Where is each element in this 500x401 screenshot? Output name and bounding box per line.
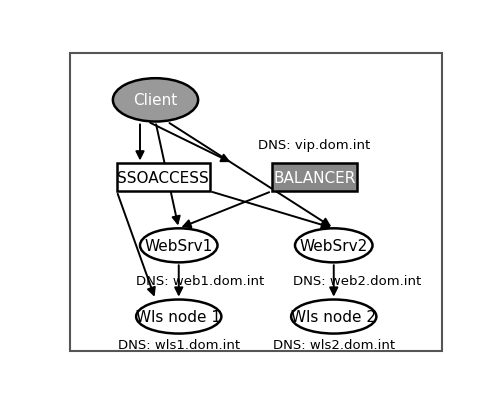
Text: WebSrv1: WebSrv1 <box>144 238 213 253</box>
FancyBboxPatch shape <box>272 164 357 192</box>
Text: DNS: web1.dom.int: DNS: web1.dom.int <box>136 274 264 287</box>
Ellipse shape <box>295 229 372 263</box>
Ellipse shape <box>140 229 218 263</box>
Text: DNS: web2.dom.int: DNS: web2.dom.int <box>293 274 421 287</box>
Text: BALANCER: BALANCER <box>273 170 355 185</box>
Ellipse shape <box>291 300 376 334</box>
Ellipse shape <box>113 79 198 122</box>
Text: SSOACCESS: SSOACCESS <box>118 170 209 185</box>
Text: Wls node 1: Wls node 1 <box>136 309 221 324</box>
Text: Wls node 2: Wls node 2 <box>291 309 376 324</box>
FancyBboxPatch shape <box>117 164 210 192</box>
Text: Client: Client <box>134 93 178 108</box>
Text: DNS: wls1.dom.int: DNS: wls1.dom.int <box>118 338 240 351</box>
Ellipse shape <box>136 300 222 334</box>
Text: WebSrv2: WebSrv2 <box>300 238 368 253</box>
Text: DNS: wls2.dom.int: DNS: wls2.dom.int <box>272 338 395 351</box>
Text: DNS: vip.dom.int: DNS: vip.dom.int <box>258 139 370 152</box>
